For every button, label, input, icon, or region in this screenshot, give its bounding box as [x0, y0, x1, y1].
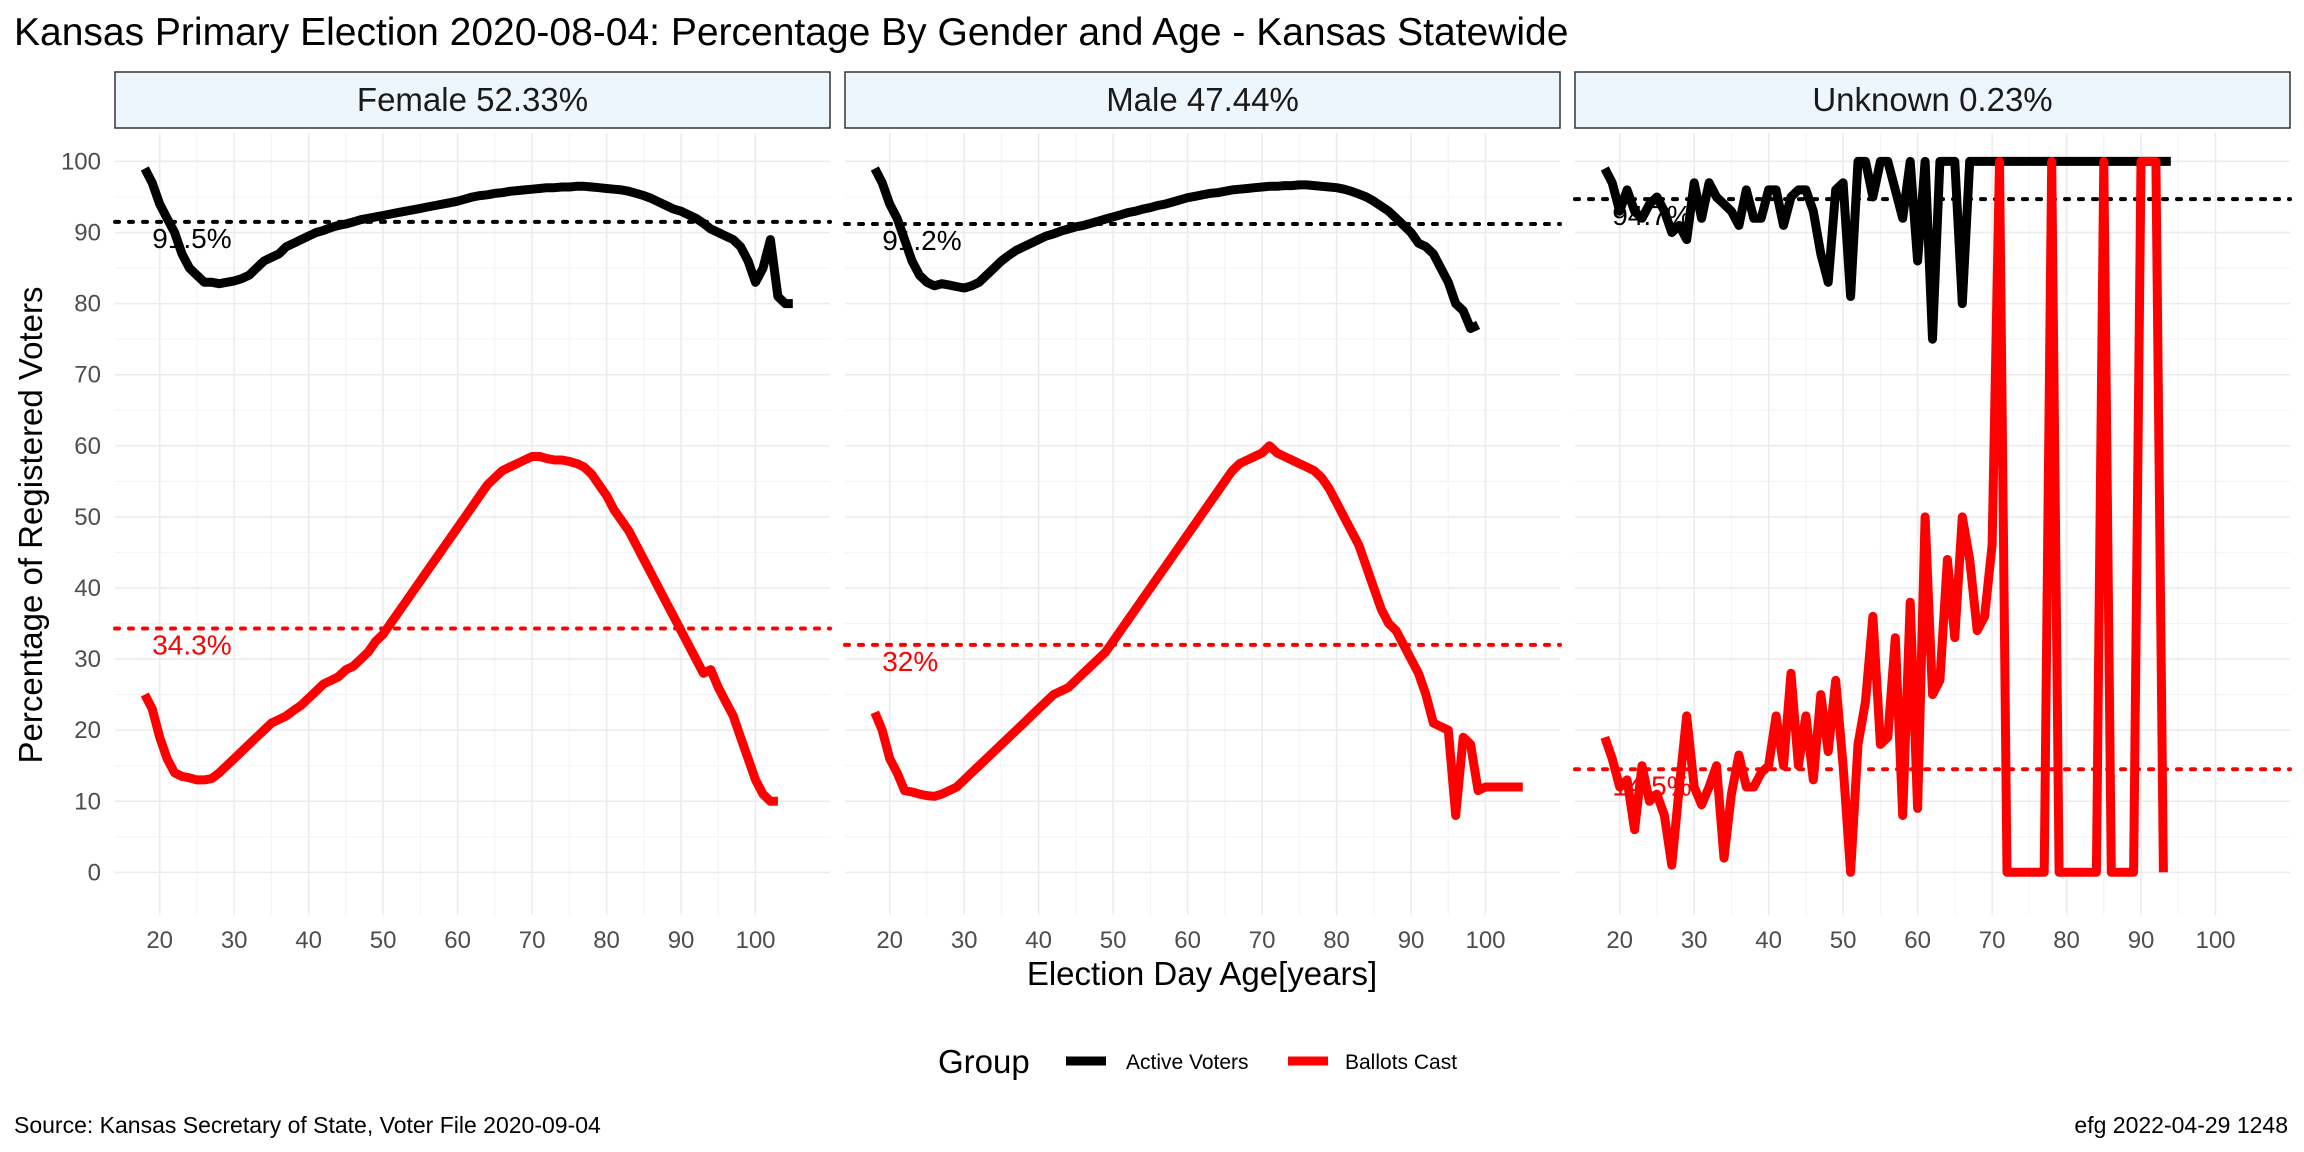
legend: Group Active Voters Ballots Cast [938, 1043, 1457, 1080]
panel-1: Male 47.44% 91.2% 32% [843, 0, 1562, 915]
x-tick-label: 20 [1606, 927, 1633, 954]
x-tick-label: 50 [370, 927, 397, 954]
series-active-voters: 94.7% [1573, 156, 2292, 344]
x-tick-label: 60 [1174, 927, 1201, 954]
panel-strip-label: Unknown 0.23% [1812, 81, 2052, 118]
x-tick-label: 80 [593, 927, 620, 954]
grid [845, 133, 1560, 915]
panels: Female 52.33% 91.5% 34.3% Male 47.44% 91.2% 3… [113, 0, 2292, 915]
y-tick-label: 60 [74, 433, 101, 460]
x-tick-label: 90 [1398, 927, 1425, 954]
panel-strip [114, 71, 831, 129]
x-tick-label: 100 [1465, 927, 1505, 954]
line-active-voters [140, 166, 793, 309]
series-active-voters: 91.5% [113, 166, 832, 309]
panel-strip-label: Female 52.33% [357, 81, 588, 118]
x-tick-label: 90 [2128, 927, 2155, 954]
x-tick-label: 40 [1025, 927, 1052, 954]
source-caption: Source: Kansas Secretary of State, Voter… [14, 1112, 601, 1138]
panel-strip [844, 71, 1561, 129]
x-tick-label: 30 [221, 927, 248, 954]
line-active-voters [870, 166, 1481, 333]
x-tick-label: 20 [146, 927, 173, 954]
panel-2: Unknown 0.23% 94.7%14.5% [1573, 0, 2292, 915]
legend-title: Group [938, 1043, 1030, 1080]
y-axis: 0 10 20 30 40 50 60 70 80 90 100 [61, 148, 101, 886]
x-tick-label: 60 [1904, 927, 1931, 954]
x-tick-label: 80 [1323, 927, 1350, 954]
chart-title: Kansas Primary Election 2020-08-04: Perc… [14, 11, 1568, 54]
x-tick-label: 30 [951, 927, 978, 954]
x-tick-label: 30 [1681, 927, 1708, 954]
panel-0: Female 52.33% 91.5% 34.3% [113, 0, 832, 915]
legend-label-active-voters: Active Voters [1126, 1051, 1249, 1074]
line-active-voters [1600, 156, 2171, 344]
y-tick-label: 70 [74, 362, 101, 389]
panel-strip-label: Male 47.44% [1106, 81, 1299, 118]
x-tick-label: 60 [444, 927, 471, 954]
y-tick-label: 90 [74, 220, 101, 247]
x-tick-label: 80 [2053, 927, 2080, 954]
x-tick-label: 70 [1249, 927, 1276, 954]
y-tick-label: 100 [61, 148, 101, 175]
line-ballots-cast [140, 452, 778, 806]
x-tick-label: 90 [668, 927, 695, 954]
x-tick-label: 40 [295, 927, 322, 954]
timestamp-caption: efg 2022-04-29 1248 [2074, 1112, 2288, 1138]
y-tick-label: 40 [74, 575, 101, 602]
legend-label-ballots-cast: Ballots Cast [1345, 1051, 1457, 1074]
mean-label-active-voters: 91.2% [882, 225, 961, 256]
y-tick-label: 20 [74, 717, 101, 744]
x-tick-label: 50 [1100, 927, 1127, 954]
x-tick-label: 100 [735, 927, 775, 954]
series-active-voters: 91.2% [843, 0, 1562, 333]
x-axis-label: Election Day Age[years] [1027, 955, 1377, 992]
mean-label-ballots-cast: 32% [882, 646, 938, 677]
x-tick-label: 70 [1979, 927, 2006, 954]
x-tick-label: 40 [1755, 927, 1782, 954]
series-ballots-cast: 14.5% [1573, 0, 2292, 877]
y-tick-label: 30 [74, 646, 101, 673]
line-ballots-cast [870, 441, 1523, 820]
mean-label-active-voters: 91.5% [152, 223, 231, 254]
y-tick-label: 0 [88, 859, 101, 886]
y-tick-label: 50 [74, 504, 101, 531]
series-ballots-cast: 32% [843, 441, 1562, 820]
line-ballots-cast [1600, 156, 2168, 877]
series-ballots-cast: 34.3% [113, 0, 832, 806]
mean-label-ballots-cast: 34.3% [152, 630, 231, 661]
panel-strip [1574, 71, 2291, 129]
x-tick-label: 50 [1830, 927, 1857, 954]
x-axis: 20 30 40 50 60 70 80 90 100 20 30 40 50 60 70 80 90 100 20… [146, 927, 2235, 954]
x-tick-label: 100 [2195, 927, 2235, 954]
x-tick-label: 20 [876, 927, 903, 954]
y-tick-label: 10 [74, 788, 101, 815]
y-axis-label: Percentage of Registered Voters [12, 287, 49, 764]
y-tick-label: 80 [74, 291, 101, 318]
x-tick-label: 70 [519, 927, 546, 954]
